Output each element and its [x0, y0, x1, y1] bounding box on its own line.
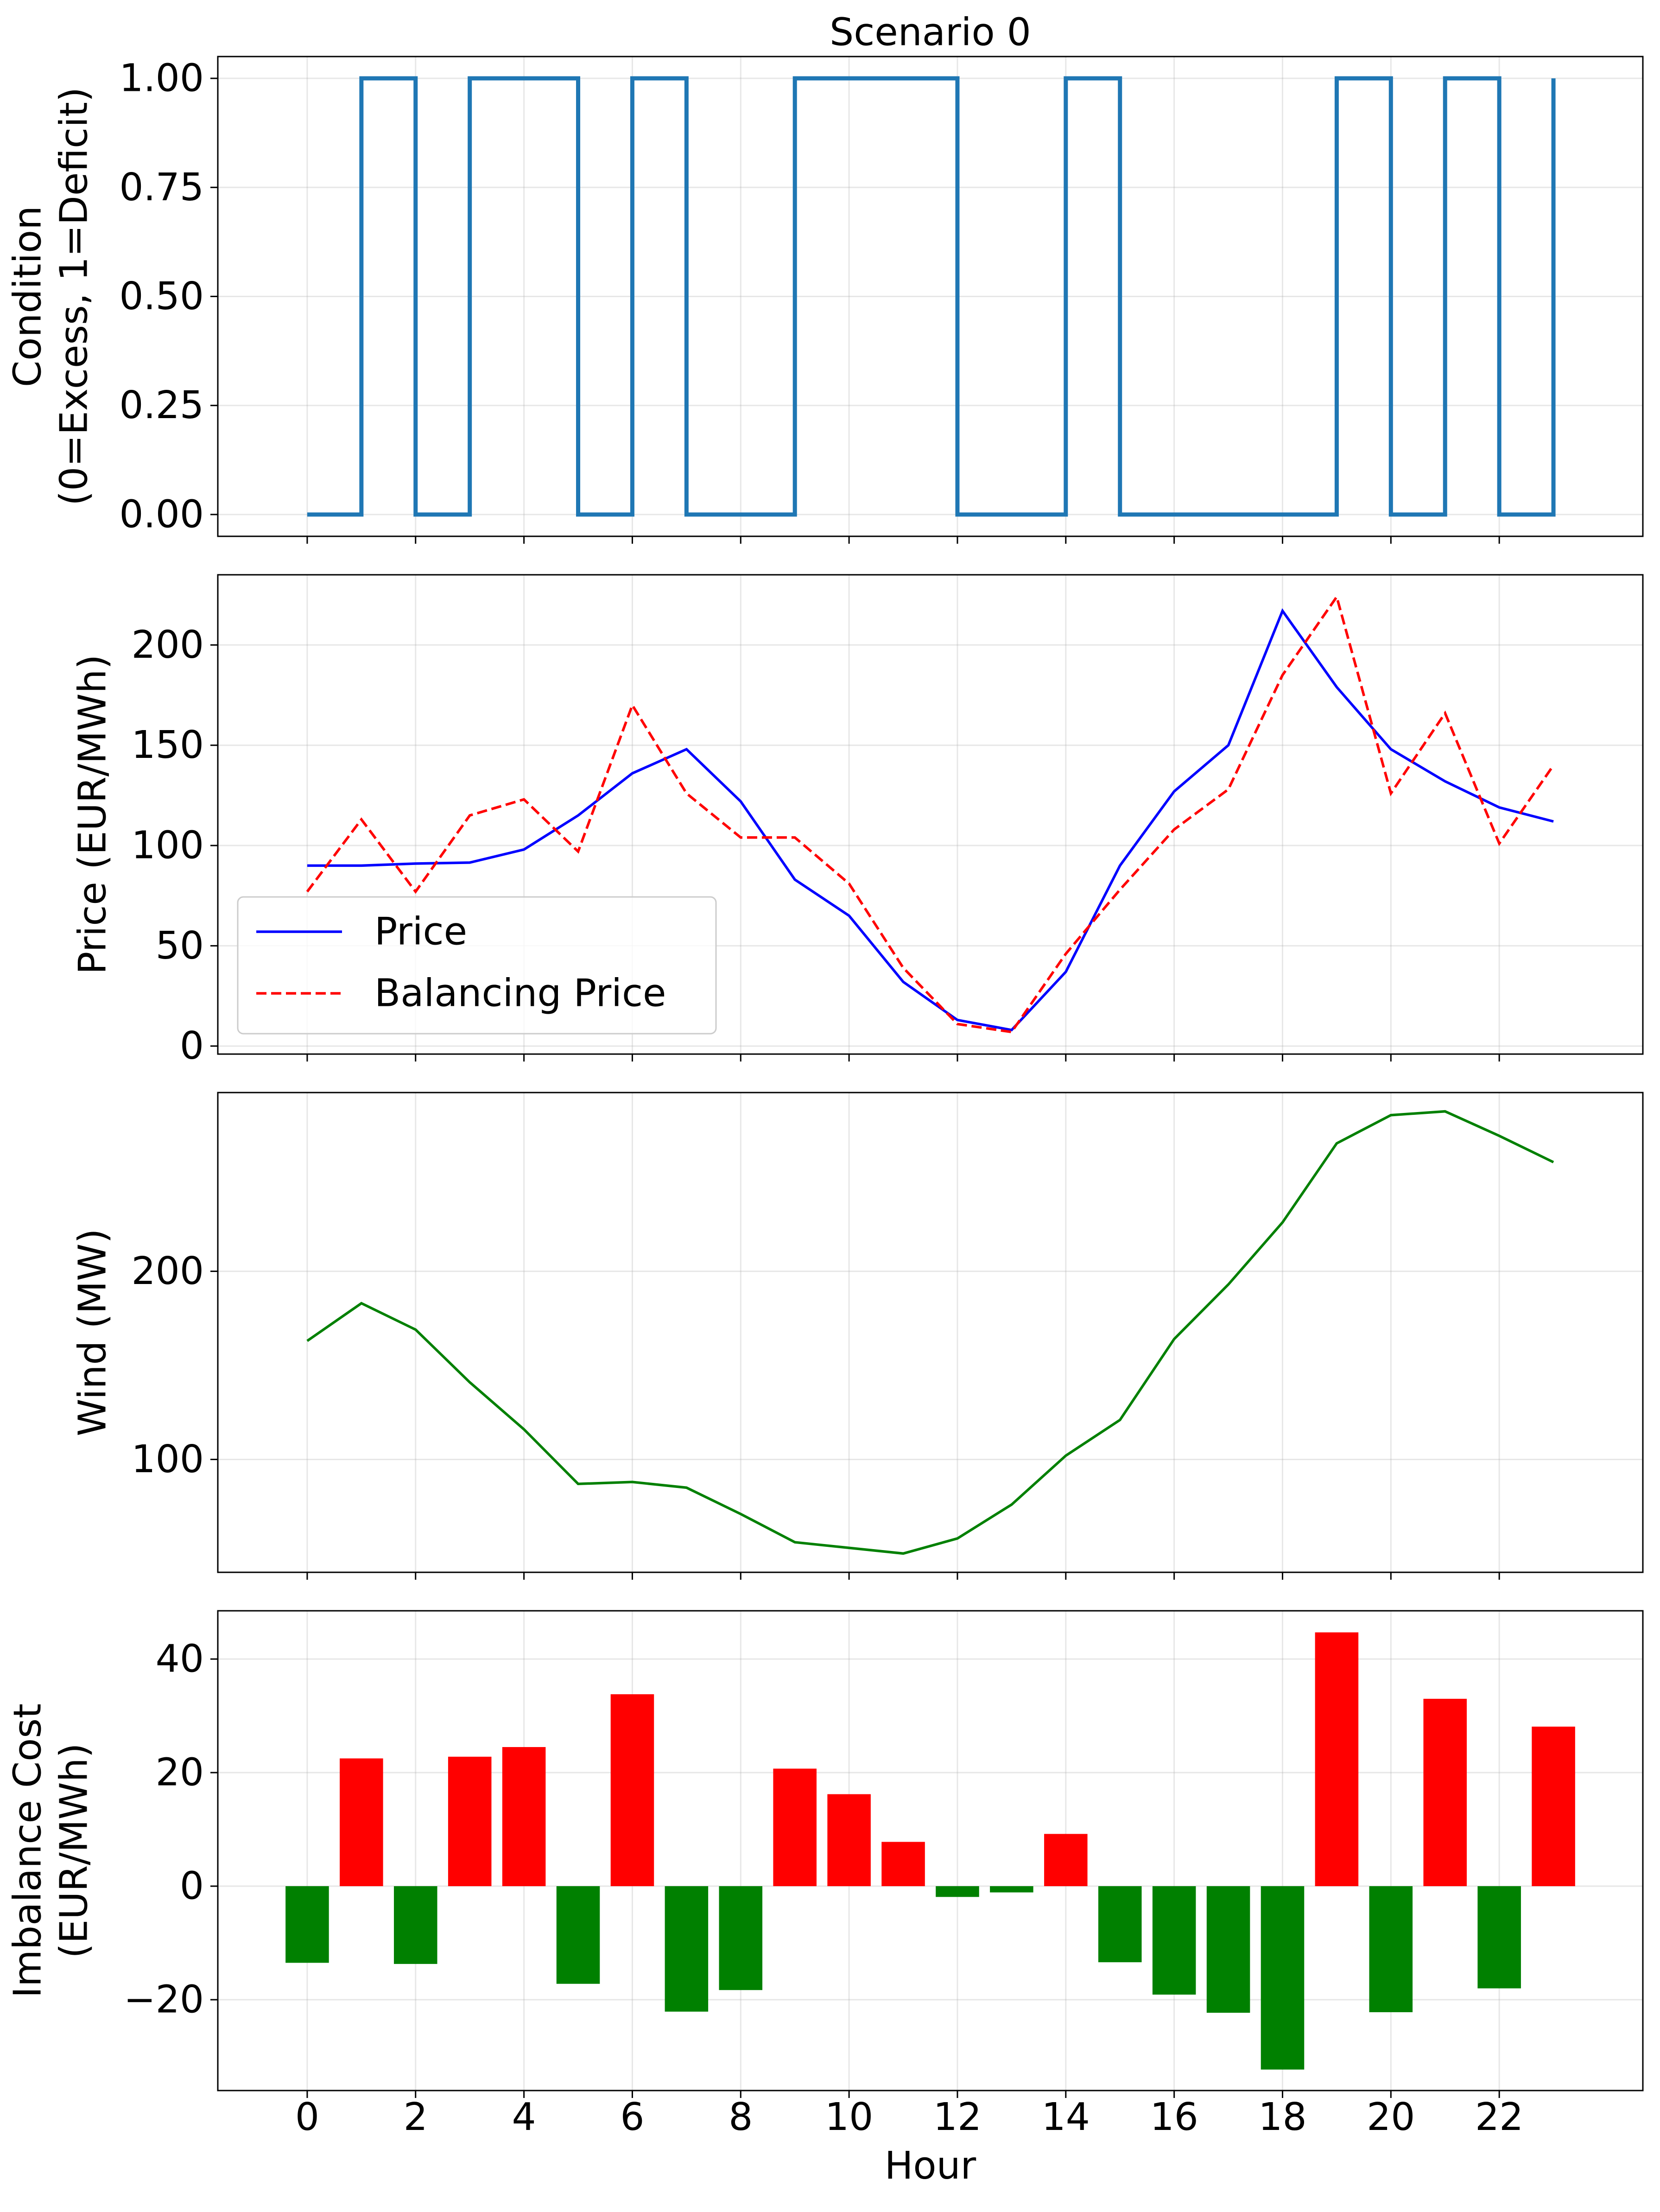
bar-hour-2	[393, 1886, 437, 1964]
y-tick-label: 100	[131, 824, 204, 868]
y-axis-label: (0=Excess, 1=Deficit)	[52, 87, 96, 506]
y-tick-label: 200	[131, 1249, 204, 1293]
legend: Price Balancing Price	[237, 896, 717, 1035]
bar-hour-0	[285, 1886, 329, 1963]
legend-entry-label: Price	[374, 910, 467, 954]
panel-2: 100 200 Wind (MW)	[71, 1092, 1644, 1580]
series-line-0-0	[307, 76, 1556, 517]
y-tick-label: 0.50	[119, 274, 204, 318]
plot-area	[307, 76, 1556, 517]
x-tick-label: 6	[620, 2095, 644, 2139]
axes-frame	[217, 1092, 1644, 1573]
panel-0: 0.00 0.25 0.50 0.75 1.00 Condition (0=Excess, …	[6, 11, 1644, 544]
bar-hour-8	[719, 1886, 763, 1990]
bar-hour-7	[665, 1886, 709, 2012]
y-tick-label: −20	[124, 1978, 204, 2022]
panel-3: −20 0 20 40 Imbalance Cost (EUR/MWh) 0 2 4 6 8 10 12…	[6, 1610, 1644, 2188]
x-tick-label: 12	[933, 2095, 982, 2139]
y-tick-label: 1.00	[119, 57, 204, 101]
bar-hour-4	[502, 1747, 546, 1887]
axes-frame	[217, 1610, 1644, 2091]
x-tick-label: 10	[825, 2095, 873, 2139]
y-tick-label: 0.75	[119, 165, 204, 210]
y-tick-label: 200	[131, 623, 204, 667]
x-tick-label: 2	[404, 2095, 428, 2139]
legend-box	[237, 896, 717, 1035]
x-tick-label: 18	[1258, 2095, 1306, 2139]
x-tick-label: 22	[1475, 2095, 1523, 2139]
bar-hour-22	[1477, 1886, 1521, 1989]
legend-entry-label: Balancing Price	[374, 972, 666, 1016]
bar-hour-11	[881, 1842, 925, 1887]
bar-hour-1	[340, 1758, 383, 1887]
y-tick-label: 40	[156, 1637, 204, 1681]
y-axis-label: Condition	[6, 206, 50, 387]
x-axis-label: Hour	[885, 2144, 976, 2188]
bar-hour-9	[773, 1768, 817, 1887]
y-axis-label: Imbalance Cost	[6, 1703, 50, 1998]
y-tick-label: 50	[156, 924, 204, 968]
bar-hour-17	[1206, 1886, 1250, 2013]
bar-hour-3	[448, 1756, 492, 1887]
series-line-balancing-price	[306, 594, 1555, 1034]
y-tick-label: 20	[156, 1751, 204, 1795]
bar-hour-23	[1532, 1726, 1575, 1887]
bar-hour-16	[1152, 1886, 1196, 1995]
bar-hour-5	[556, 1886, 600, 1984]
bar-hour-12	[936, 1886, 979, 1897]
x-tick-label: 8	[729, 2095, 753, 2139]
x-tick-label: 0	[295, 2095, 319, 2139]
bar-hour-19	[1315, 1632, 1359, 1887]
x-tick-label: 14	[1042, 2095, 1090, 2139]
series-line-price	[307, 608, 1554, 1032]
y-tick-label: 0.00	[119, 492, 204, 536]
y-tick-label: 0.25	[119, 383, 204, 427]
y-tick-label: 0	[180, 1024, 204, 1068]
bar-hour-6	[610, 1694, 654, 1887]
bar-hour-20	[1369, 1886, 1413, 2012]
y-tick-label: 0	[180, 1864, 204, 1908]
bar-hour-10	[827, 1794, 871, 1887]
x-tick-label: 20	[1367, 2095, 1415, 2139]
x-tick-label: 16	[1150, 2095, 1198, 2139]
y-tick-label: 100	[131, 1437, 204, 1481]
bar-hour-21	[1423, 1698, 1467, 1887]
y-axis-label: (EUR/MWh)	[52, 1743, 96, 1958]
axes-frame	[217, 574, 1644, 1055]
x-tick-label: 4	[512, 2095, 536, 2139]
bar-hour-18	[1261, 1886, 1305, 2070]
y-tick-label: 150	[131, 723, 204, 767]
plot-area	[306, 594, 1555, 1034]
plot-area	[285, 1632, 1575, 2070]
y-axis-label: Price (EUR/MWh)	[71, 655, 115, 974]
bar-hour-15	[1098, 1886, 1142, 1963]
panel-1: 0 50 100 150 200 Price (EUR/MWh) Price Balancin…	[71, 574, 1644, 1068]
bar-hour-14	[1044, 1834, 1088, 1887]
plot-area	[306, 1110, 1554, 1555]
series-line-2-0	[306, 1110, 1554, 1555]
bar-hour-13	[990, 1886, 1033, 1893]
chart-title: Scenario 0	[830, 11, 1031, 55]
y-axis-label: Wind (MW)	[71, 1229, 115, 1437]
